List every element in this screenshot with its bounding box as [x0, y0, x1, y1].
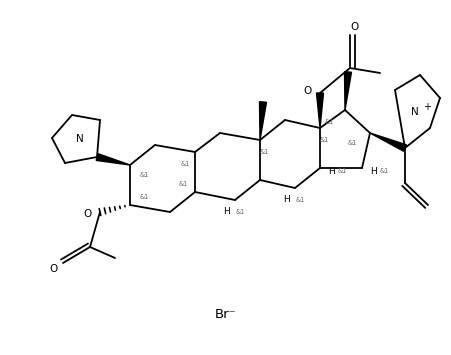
Polygon shape [96, 154, 130, 165]
Text: &1: &1 [324, 119, 333, 125]
Polygon shape [316, 93, 323, 128]
Text: O: O [350, 22, 359, 32]
Text: &1: &1 [347, 140, 356, 146]
Polygon shape [369, 133, 405, 151]
Text: &1: &1 [235, 209, 244, 215]
Text: &1: &1 [259, 149, 268, 155]
Text: &1: &1 [139, 194, 148, 200]
Text: &1: &1 [295, 197, 304, 203]
Polygon shape [344, 72, 351, 110]
Polygon shape [259, 102, 266, 140]
Text: O: O [303, 86, 311, 96]
Text: N: N [410, 107, 418, 117]
Text: &1: &1 [139, 172, 148, 178]
Text: O: O [50, 264, 58, 274]
Text: Br⁻: Br⁻ [215, 308, 236, 322]
Text: N: N [76, 134, 84, 144]
Text: H: H [370, 166, 377, 175]
Text: &1: &1 [180, 161, 189, 167]
Text: &1: &1 [319, 137, 328, 143]
Text: H: H [328, 166, 335, 175]
Text: &1: &1 [336, 168, 346, 174]
Text: H: H [283, 196, 290, 204]
Text: O: O [83, 209, 92, 219]
Text: H: H [223, 208, 230, 217]
Text: &1: &1 [378, 168, 388, 174]
Text: +: + [422, 102, 430, 112]
Text: &1: &1 [178, 181, 187, 187]
